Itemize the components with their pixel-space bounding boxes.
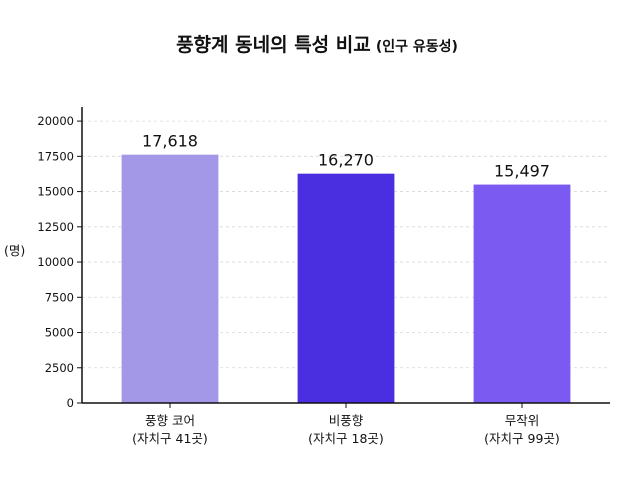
x-tick-label: 무작위 bbox=[505, 413, 540, 428]
y-ticks: 0 2500 5000 7500 10000 12500 15000 17500 20000 bbox=[37, 114, 82, 410]
value-label: 15,497 bbox=[494, 162, 550, 181]
bar bbox=[473, 184, 571, 403]
x-labels: 풍향 코어 (자치구 41곳) 비풍향 (자치구 18곳) 무작위 (자치구 99곳) bbox=[132, 413, 560, 446]
y-tick-label: 17500 bbox=[37, 149, 74, 163]
y-axis-label: (명) bbox=[4, 243, 25, 258]
y-tick-label: 10000 bbox=[37, 255, 74, 269]
y-tick-label: 2500 bbox=[45, 361, 74, 375]
y-tick-label: 5000 bbox=[45, 326, 74, 340]
y-tick-label: 15000 bbox=[37, 185, 74, 199]
bars bbox=[121, 154, 571, 403]
y-tick-label: 20000 bbox=[37, 114, 74, 128]
y-tick-label: 0 bbox=[67, 396, 74, 410]
value-label: 16,270 bbox=[318, 151, 374, 170]
x-tick-label: 풍향 코어 bbox=[145, 413, 195, 428]
x-tick-label: 비풍향 bbox=[329, 413, 364, 428]
x-tick-label-sub: (자치구 18곳) bbox=[308, 431, 384, 446]
value-labels: 17,618 16,270 15,497 bbox=[142, 132, 550, 181]
y-tick-label: 12500 bbox=[37, 220, 74, 234]
x-tick-label-sub: (자치구 99곳) bbox=[484, 431, 560, 446]
x-tick-label-sub: (자치구 41곳) bbox=[132, 431, 208, 446]
chart-title-sub: (인구 유동성) bbox=[375, 39, 458, 55]
value-label: 17,618 bbox=[142, 132, 198, 151]
bar bbox=[297, 173, 395, 403]
bar bbox=[121, 154, 219, 403]
chart-title: 풍향계 동네의 특성 비교 (인구 유동성) bbox=[0, 30, 634, 57]
y-tick-label: 7500 bbox=[45, 290, 74, 304]
chart-title-main: 풍향계 동네의 특성 비교 bbox=[176, 34, 371, 56]
